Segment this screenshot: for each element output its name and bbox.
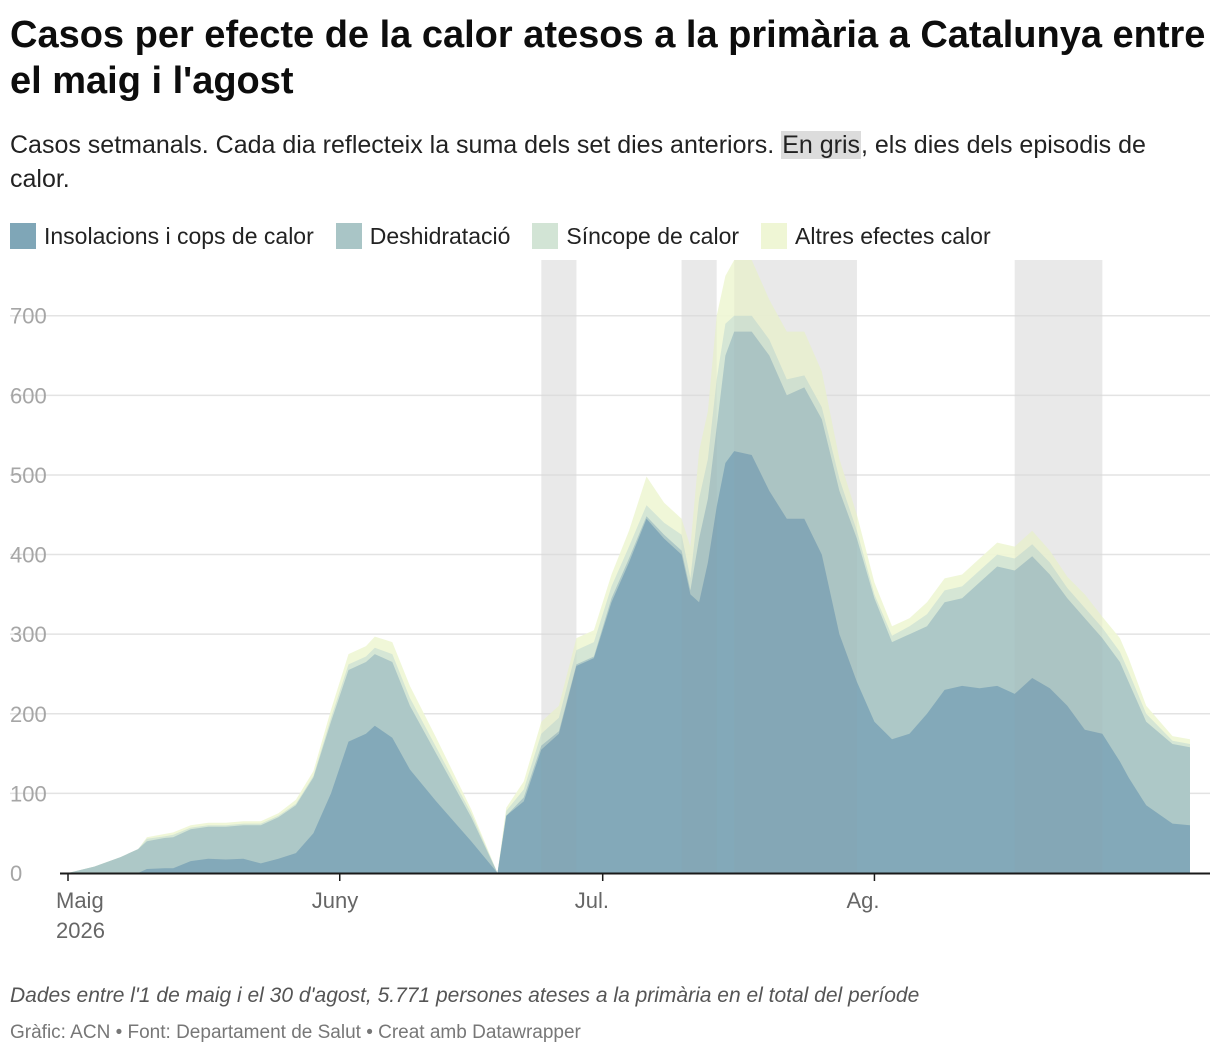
x-tick-label: Maig [56, 888, 104, 913]
legend-label: Insolacions i cops de calor [44, 222, 314, 249]
legend-swatch-sincope [532, 223, 559, 249]
legend-swatch-deshidratacio [335, 223, 362, 249]
x-tick-label: Juny [312, 888, 358, 913]
chart-subtitle: Casos setmanals. Cada dia reflecteix la … [10, 128, 1200, 196]
legend-label: Altres efectes calor [795, 222, 991, 249]
x-tick-label-year: 2026 [56, 918, 105, 943]
legend-swatch-altres [761, 223, 788, 249]
legend-item-deshidratacio: Deshidratació [335, 222, 511, 250]
y-tick-label: 200 [10, 702, 47, 727]
legend-item-sincope: Síncope de calor [532, 223, 739, 250]
legend-label: Síncope de calor [566, 222, 740, 249]
y-tick-label: 0 [10, 861, 22, 886]
legend-swatch-insolacions [10, 223, 36, 249]
legend-item-altres: Altres efectes calor [761, 223, 991, 250]
chart-note: Dades entre l'1 de maig i el 30 d'agost,… [10, 984, 920, 1007]
legend-item-insolacions: Insolacions i cops de calor [10, 223, 314, 250]
y-tick-label: 300 [10, 622, 47, 647]
area-chart: 0 100 200 300 400 500 600 700 Maig 2026 Juny Jul. Ag… [10, 260, 1210, 943]
chart-footer: Gràfic: ACN • Font: Departament de Salut… [10, 1022, 581, 1043]
subtitle-text-end: , els dies dels episodis de calor. [10, 131, 1146, 193]
y-tick-label: 500 [10, 463, 47, 488]
chart-title: Casos per efecte de la calor atesos a la… [10, 14, 1206, 102]
y-tick-label: 600 [10, 383, 47, 408]
area-insolacions [68, 451, 1190, 873]
heat-episode-overlay [541, 260, 577, 873]
subtitle-text: Casos setmanals. Cada dia reflecteix la … [10, 131, 775, 159]
subtitle-highlight: En gris [781, 131, 862, 159]
legend: Insolacions i cops de calor Deshidrataci… [10, 220, 1013, 252]
y-tick-label: 700 [10, 304, 47, 329]
heat-episode-overlay [734, 260, 857, 873]
heat-episode-overlay [681, 260, 717, 873]
heat-episode-overlay [1014, 260, 1103, 873]
legend-label: Deshidratació [369, 222, 511, 249]
y-tick-label: 100 [10, 781, 47, 806]
x-tick-label: Ag. [846, 888, 879, 913]
x-tick-label: Jul. [575, 888, 609, 913]
y-tick-label: 400 [10, 543, 47, 568]
